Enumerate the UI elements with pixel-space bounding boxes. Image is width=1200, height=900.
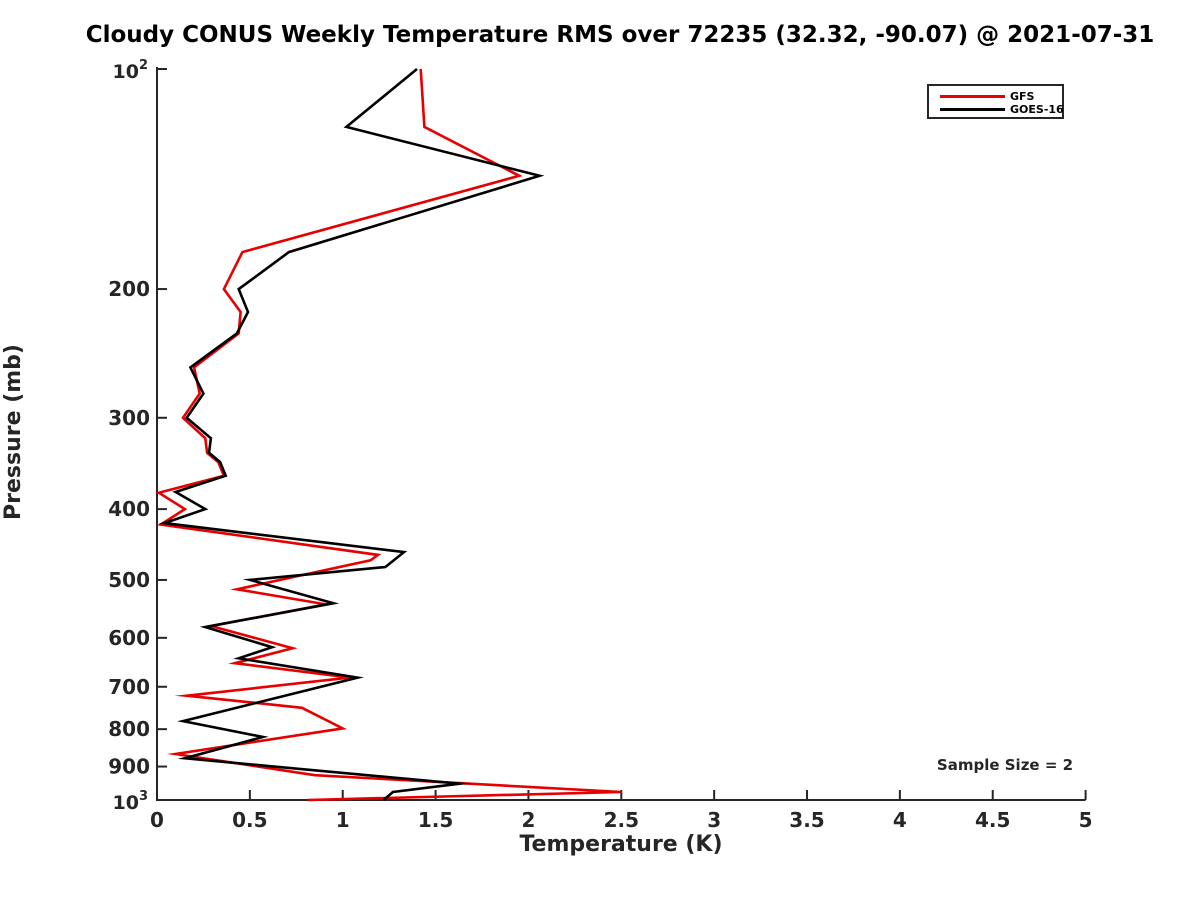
x-tick-label: 4	[893, 808, 907, 832]
chart-title: Cloudy CONUS Weekly Temperature RMS over…	[85, 22, 1155, 48]
y-tick-label: 300	[108, 406, 150, 430]
x-tick-label: 3	[707, 808, 721, 832]
y-tick-label: 800	[108, 717, 150, 741]
y-tick-label: 103	[113, 789, 149, 814]
legend-label-gfs: GFS	[1010, 90, 1035, 103]
legend-swatch-gfs	[940, 95, 1005, 98]
y-axis-label: Pressure (mb)	[1, 344, 26, 520]
x-tick-label: 5	[1079, 808, 1093, 832]
x-tick-label: 0	[150, 808, 164, 832]
legend-swatch-goes16	[940, 108, 1005, 111]
sample-size-annotation: Sample Size = 2	[936, 756, 1074, 774]
x-tick-label: 4.5	[975, 808, 1010, 832]
legend-label-goes16: GOES-16	[1010, 103, 1064, 116]
axis-spines	[156, 67, 1086, 801]
series-line-gfs	[155, 68, 622, 802]
y-tick-label: 900	[108, 755, 150, 779]
x-tick-label: 0.5	[232, 808, 267, 832]
y-tick-label: 102	[113, 58, 149, 83]
series-line-goes-16	[158, 67, 545, 801]
x-tick-label: 3.5	[789, 808, 824, 832]
x-tick-label: 2	[521, 808, 535, 832]
y-tick-label: 700	[108, 675, 150, 699]
y-tick-label: 600	[108, 626, 150, 650]
legend-entry-gfs: GFS	[929, 90, 1062, 103]
x-tick-label: 1	[336, 808, 350, 832]
x-axis-label: Temperature (K)	[519, 832, 723, 857]
x-tick-label: 1.5	[418, 808, 453, 832]
y-tick-label: 400	[108, 497, 150, 521]
x-tick-label: 2.5	[604, 808, 639, 832]
y-tick-label: 500	[108, 568, 150, 592]
legend-entry-goes16: GOES-16	[929, 103, 1064, 116]
legend: GFS GOES-16	[927, 84, 1064, 119]
y-tick-label: 200	[108, 277, 150, 301]
